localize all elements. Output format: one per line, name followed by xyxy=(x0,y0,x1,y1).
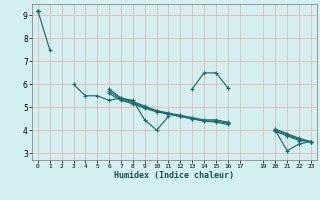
X-axis label: Humidex (Indice chaleur): Humidex (Indice chaleur) xyxy=(115,171,234,180)
